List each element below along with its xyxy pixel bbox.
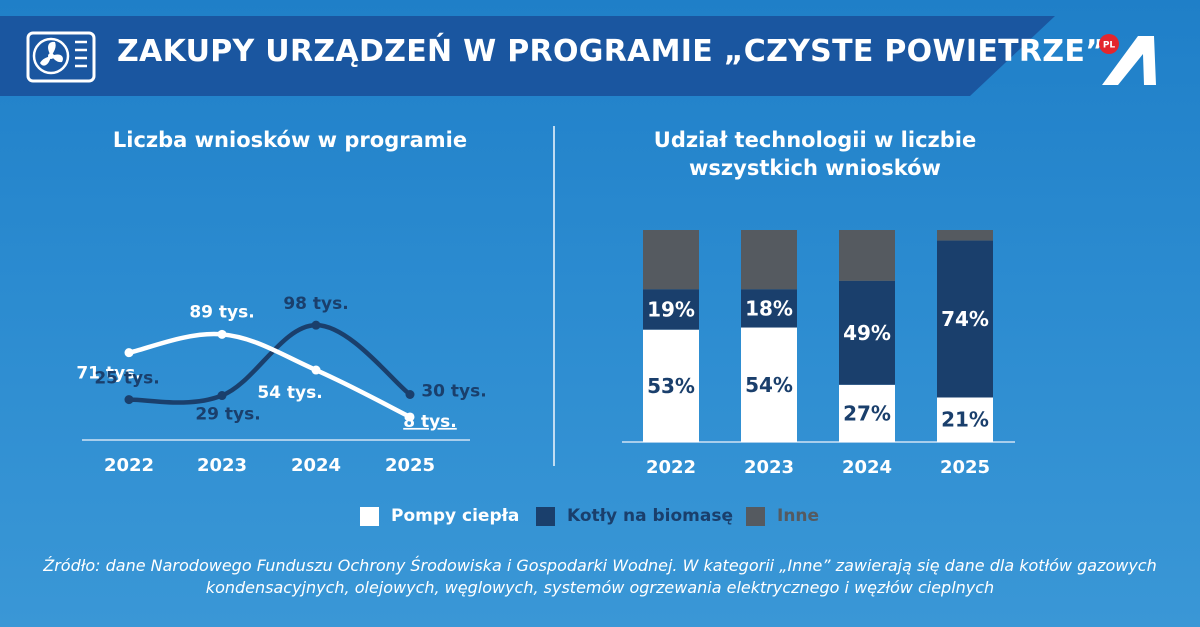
bar-label-pompy-2023: 54%	[745, 373, 793, 397]
x-tick-line-2024: 2024	[291, 455, 341, 476]
air-conditioner-icon	[26, 31, 96, 83]
point-white-series-2024	[311, 365, 321, 375]
legend-label-kotly: Kotły na biomasę	[567, 506, 733, 526]
page-title: ZAKUPY URZĄDZEŃ W PROGRAMIE „CZYSTE POWI…	[117, 34, 1106, 69]
bar-pompy-2023	[741, 327, 797, 442]
bar-label-kotly-2025: 74%	[941, 307, 989, 331]
bar-label-kotly-2024: 49%	[843, 321, 891, 345]
bar-inne-2023	[741, 230, 797, 290]
bar-inne-2024	[839, 230, 895, 281]
x-tick-line-2022: 2022	[104, 455, 154, 476]
legend-label-pompy: Pompy ciepła	[391, 506, 520, 526]
x-tick-bar-2022: 2022	[646, 457, 696, 478]
bar-pompy-2024	[839, 384, 895, 442]
legend-swatch-kotly	[536, 506, 555, 526]
legend-item-pompy: Pompy ciepła	[360, 504, 519, 528]
legend-swatch-pompy	[360, 506, 379, 526]
legend: Pompy ciepła Kotły na biomasę Inne	[0, 504, 1200, 534]
bar-kotly-2025	[937, 240, 993, 398]
line-navy-series	[126, 322, 413, 405]
legend-label-inne: Inne	[777, 506, 820, 526]
legend-item-inne: Inne	[746, 504, 819, 528]
x-tick-line-2023: 2023	[197, 455, 247, 476]
legend-swatch-inne	[746, 506, 765, 526]
point-white-series-2023	[217, 329, 227, 339]
bar-inne-2025	[937, 230, 993, 241]
header-banner	[0, 16, 1055, 96]
pl-badge-icon	[1099, 34, 1119, 54]
data-label-navy-series-2024: 98 tys.	[283, 294, 348, 314]
data-label-navy-series-2025: 30 tys.	[421, 382, 486, 402]
legend-item-kotly: Kotły na biomasę	[536, 504, 733, 528]
x-tick-bar-2023: 2023	[744, 457, 794, 478]
point-navy-series-2025	[405, 390, 415, 399]
data-label-white-series-2023: 89 tys.	[189, 302, 254, 322]
data-label-white-series-2025: 8 tys.	[403, 412, 457, 432]
bar-label-kotly-2023: 18%	[745, 296, 793, 320]
source-note: Źródło: dane Narodowego Funduszu Ochrony…	[43, 556, 1157, 597]
x-tick-bar-2024: 2024	[842, 457, 892, 478]
x-tick-line-2025: 2025	[385, 455, 435, 476]
data-label-white-series-2024: 54 tys.	[257, 383, 322, 403]
x-tick-bar-2025: 2025	[940, 457, 990, 478]
bar-kotly-2023	[741, 289, 797, 328]
bar-label-pompy-2024: 27%	[843, 401, 891, 425]
bar-pompy-2022	[643, 329, 699, 442]
bar-inne-2022	[643, 230, 699, 290]
bar-kotly-2024	[839, 280, 895, 385]
data-label-navy-series-2022: 25 tys.	[94, 369, 159, 389]
bar-label-pompy-2025: 21%	[941, 408, 989, 432]
bar-label-kotly-2022: 19%	[647, 298, 695, 322]
bar-pompy-2025	[937, 397, 993, 442]
data-label-navy-series-2023: 29 tys.	[195, 405, 260, 425]
bar-chart-title: Udział technologii w liczbie wszystkich …	[653, 128, 977, 180]
line-chart-title: Liczba wniosków w programie	[112, 128, 468, 152]
brand-a-logo-icon: PL	[1099, 34, 1156, 85]
point-white-series-2022	[124, 348, 134, 358]
pl-badge-text: PL	[1103, 41, 1116, 51]
point-navy-series-2023	[217, 391, 227, 401]
bar-label-pompy-2022: 53%	[647, 374, 695, 398]
point-white-series-2025	[405, 412, 415, 422]
data-label-white-series-2022: 71 tys.	[76, 364, 141, 384]
line-white-series	[126, 331, 413, 420]
bar-kotly-2022	[643, 289, 699, 330]
point-navy-series-2024	[311, 320, 321, 330]
point-navy-series-2022	[124, 395, 134, 405]
chart-divider	[553, 126, 555, 466]
